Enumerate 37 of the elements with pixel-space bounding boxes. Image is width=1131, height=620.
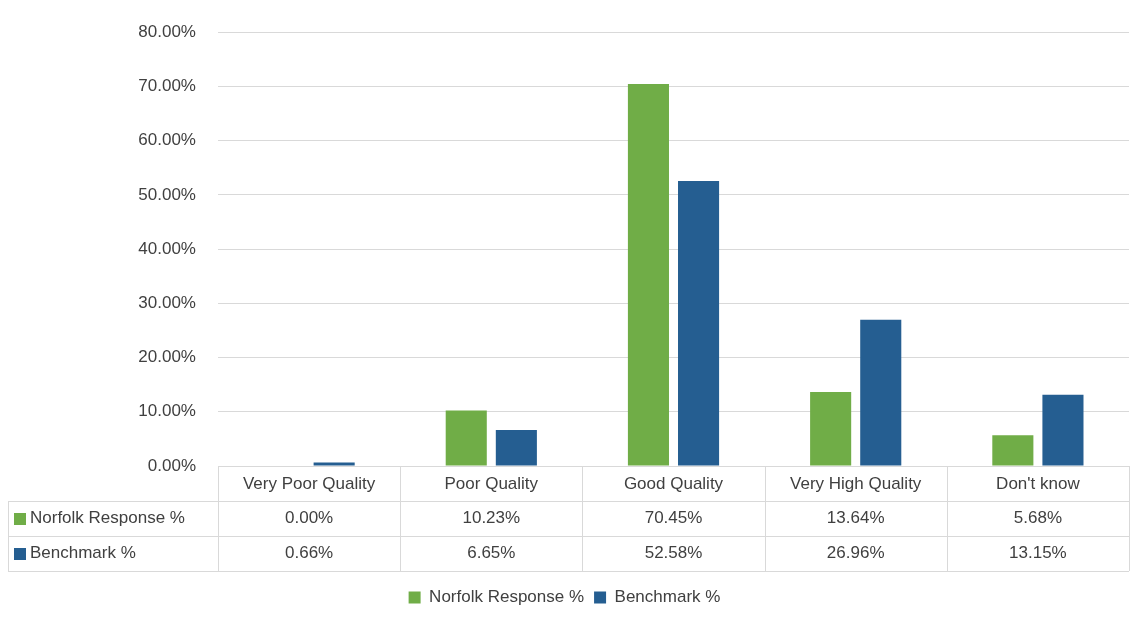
text: Norfolk Response % <box>30 508 185 528</box>
bar <box>627 83 669 466</box>
y-tick-label: 50.00% <box>138 184 196 204</box>
data-label: 13.15% <box>1009 543 1067 563</box>
bar <box>495 429 537 466</box>
x-tick-label: Poor Quality <box>444 473 539 493</box>
data-label: 10.23% <box>462 508 521 528</box>
y-tick-label: 40.00% <box>138 238 196 258</box>
y-tick-label: 20.00% <box>138 347 196 367</box>
data-label: 52.58% <box>644 543 703 563</box>
data-label: 13.64% <box>826 508 885 528</box>
bar <box>313 462 355 466</box>
x-tick-label: Very High Quality <box>790 473 922 493</box>
legend-label: Norfolk Response % <box>429 587 585 607</box>
y-tick-label: 60.00% <box>138 130 196 150</box>
bar <box>678 180 720 466</box>
bar <box>445 410 487 466</box>
x-tick-label: Good Quality <box>623 473 724 493</box>
data-label: 0.66% <box>285 543 334 563</box>
bar <box>1042 394 1084 466</box>
bar <box>810 392 852 466</box>
data-label: 70.45% <box>644 508 703 528</box>
data-label: 26.96% <box>826 543 885 563</box>
x-tick-label: Don't know <box>996 473 1081 493</box>
bar <box>992 435 1034 466</box>
y-tick-label: 70.00% <box>138 76 196 96</box>
y-tick-label: 10.00% <box>138 401 196 421</box>
y-tick-label: 80.00% <box>138 21 196 41</box>
data-label: 5.68% <box>1013 508 1062 528</box>
text: Benchmark % <box>30 543 136 563</box>
data-label: 0.00% <box>285 508 334 528</box>
legend-label: Benchmark % <box>614 587 721 607</box>
y-tick-label: 30.00% <box>138 293 196 313</box>
y-tick-label: 0.00% <box>147 455 196 475</box>
bar <box>860 319 902 466</box>
data-label: 6.65% <box>467 543 516 563</box>
x-tick-label: Very Poor Quality <box>242 473 376 493</box>
